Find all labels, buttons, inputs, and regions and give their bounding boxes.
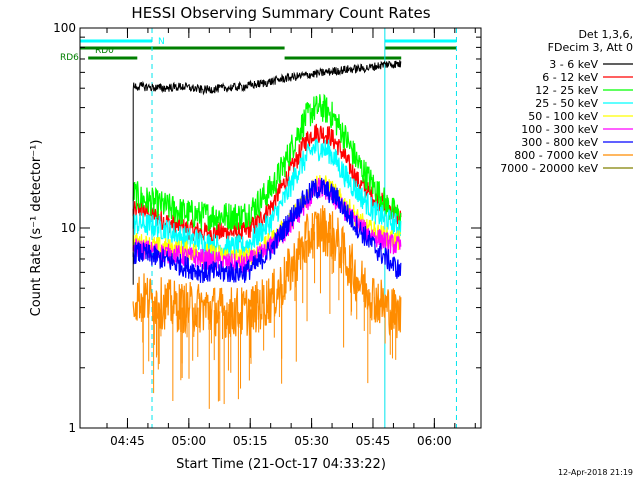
y-axis-ticks: 1 10 100 bbox=[53, 21, 481, 435]
x-tick-label: 05:30 bbox=[294, 434, 329, 448]
footer-timestamp: 12-Apr-2018 21:19 bbox=[558, 468, 633, 477]
y-tick-label: 10 bbox=[61, 221, 76, 235]
x-axis-ticks: 04:45 05:00 05:15 05:30 05:45 06:00 bbox=[106, 28, 476, 448]
x-tick-label: 06:00 bbox=[417, 434, 452, 448]
series-group bbox=[132, 60, 402, 409]
y-tick-label: 1 bbox=[68, 421, 76, 435]
flag-label-rd0: RD0 bbox=[95, 46, 114, 56]
series-line-7 bbox=[132, 205, 402, 339]
flag-bars bbox=[80, 39, 457, 60]
legend-label: 12 - 25 keV bbox=[535, 84, 598, 97]
x-axis-label: Start Time (21-Oct-17 04:33:22) bbox=[176, 457, 386, 472]
series-line-0 bbox=[132, 60, 402, 285]
legend-label: 100 - 300 keV bbox=[521, 123, 598, 136]
x-tick-label: 05:15 bbox=[233, 434, 268, 448]
legend-label: 6 - 12 keV bbox=[542, 71, 598, 84]
series-line-2 bbox=[132, 93, 402, 232]
legend-header-line-1: Det 1,3,6, bbox=[578, 28, 633, 41]
series-line-6 bbox=[132, 177, 402, 284]
legend-header-line-2: FDecim 3, Att 0 bbox=[548, 41, 633, 54]
flag-label-n: N bbox=[158, 37, 165, 47]
x-tick-label: 04:45 bbox=[110, 434, 145, 448]
legend-label: 300 - 800 keV bbox=[521, 136, 598, 149]
legend-label: 7000 - 20000 keV bbox=[500, 162, 598, 175]
legend-label: 800 - 7000 keV bbox=[514, 149, 598, 162]
y-tick-label: 100 bbox=[53, 21, 76, 35]
y-axis-label: Count Rate (s⁻¹ detector⁻¹) bbox=[29, 140, 44, 317]
legend-label: 3 - 6 keV bbox=[549, 58, 598, 71]
flag-label-rd6: RD6 bbox=[60, 53, 79, 63]
x-tick-label: 05:00 bbox=[172, 434, 207, 448]
x-tick-label: 05:45 bbox=[356, 434, 391, 448]
chart-title: HESSI Observing Summary Count Rates bbox=[131, 4, 430, 22]
legend-label: 25 - 50 keV bbox=[535, 97, 598, 110]
legend-label: 50 - 100 keV bbox=[528, 110, 598, 123]
